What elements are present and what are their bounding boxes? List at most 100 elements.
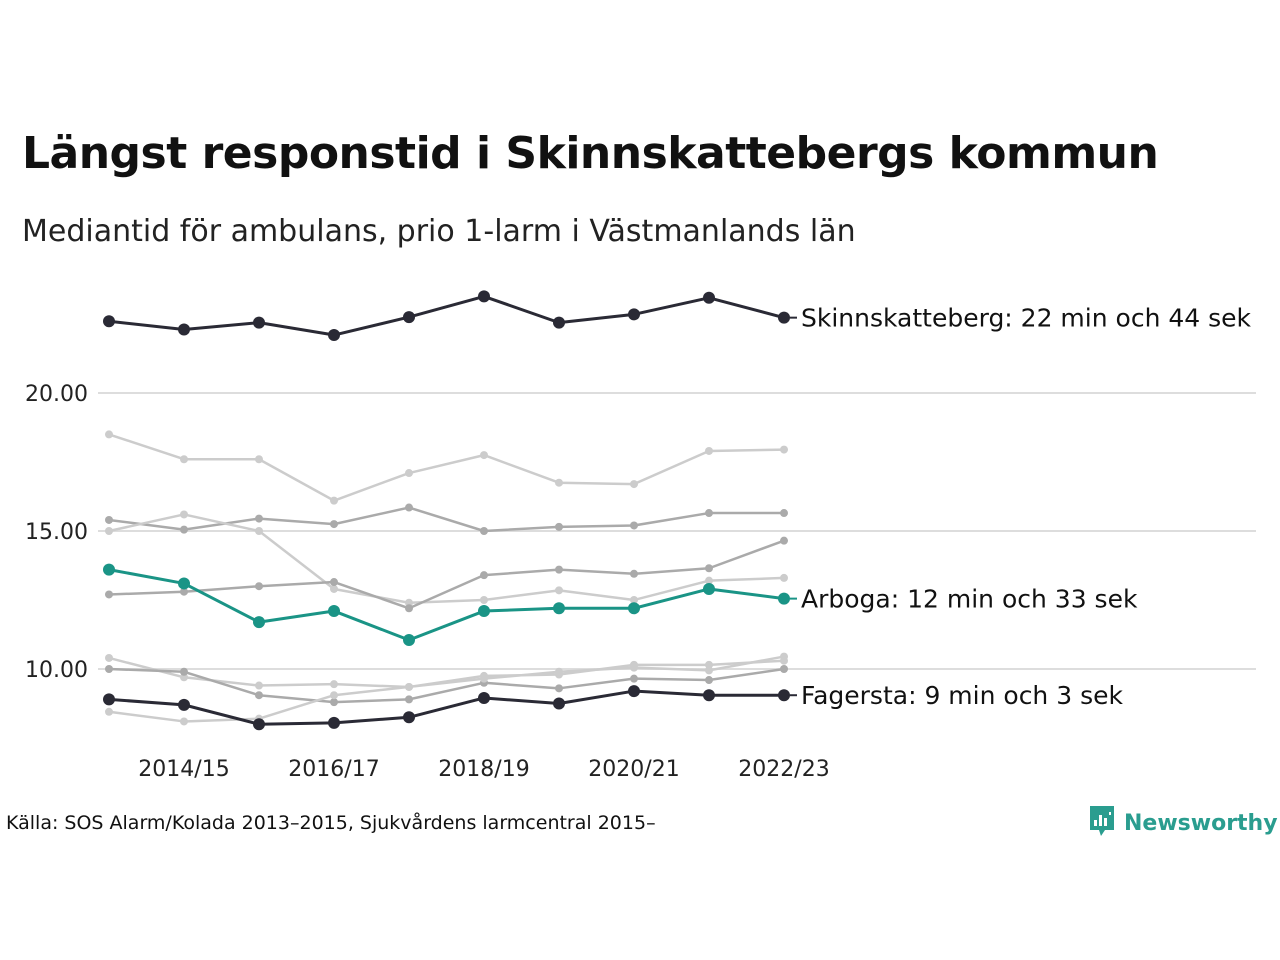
series-background xyxy=(105,430,788,505)
data-point xyxy=(180,673,188,682)
data-point xyxy=(178,577,190,590)
data-point xyxy=(103,563,115,576)
data-point xyxy=(553,316,565,329)
data-point xyxy=(478,605,490,618)
data-point xyxy=(405,503,413,512)
data-point xyxy=(255,681,263,690)
series-background xyxy=(105,536,788,613)
data-point xyxy=(778,311,790,324)
data-point xyxy=(480,451,488,460)
data-point xyxy=(630,569,638,578)
series-background xyxy=(105,510,788,607)
data-point xyxy=(330,691,338,700)
data-point xyxy=(405,604,413,613)
series-background xyxy=(105,652,788,726)
newsworthy-logo-icon xyxy=(1088,804,1116,842)
data-point xyxy=(180,510,188,519)
series-line xyxy=(108,539,785,610)
data-point xyxy=(253,718,265,731)
data-point xyxy=(328,716,340,729)
data-point xyxy=(780,652,788,661)
data-point xyxy=(705,509,713,518)
data-point xyxy=(405,469,413,478)
data-point xyxy=(328,605,340,618)
data-point xyxy=(555,586,563,595)
series-arboga xyxy=(103,563,790,647)
y-tick-label: 10.00 xyxy=(25,658,88,683)
series-line xyxy=(108,513,785,605)
data-point xyxy=(553,602,565,615)
data-point xyxy=(405,598,413,607)
x-tick-label: 2020/21 xyxy=(588,757,679,782)
chart-title: Längst responstid i Skinnskattebergs kom… xyxy=(22,128,1159,179)
data-point xyxy=(555,684,563,693)
chart-subtitle: Mediantid för ambulans, prio 1-larm i Vä… xyxy=(22,214,856,249)
data-point xyxy=(253,316,265,329)
data-point xyxy=(330,520,338,529)
series-line xyxy=(108,656,785,689)
data-point xyxy=(778,689,790,702)
data-point xyxy=(180,667,188,676)
data-point xyxy=(330,698,338,707)
data-point xyxy=(780,445,788,454)
data-point xyxy=(703,291,715,304)
data-point xyxy=(628,602,640,615)
data-point xyxy=(780,536,788,545)
data-point xyxy=(180,717,188,726)
data-point xyxy=(480,571,488,580)
series-fagersta xyxy=(103,685,790,731)
y-tick-label: 15.00 xyxy=(25,520,88,545)
series-background xyxy=(105,665,788,707)
series-background xyxy=(105,503,788,535)
data-point xyxy=(255,691,263,700)
y-tick-label: 20.00 xyxy=(25,382,88,407)
data-point xyxy=(255,527,263,535)
data-point xyxy=(705,564,713,573)
series-label: Fagersta: 9 min och 3 sek xyxy=(801,681,1123,710)
series-line xyxy=(108,433,785,502)
source-note: Källa: SOS Alarm/Kolada 2013–2015, Sjukv… xyxy=(6,812,656,834)
data-point xyxy=(555,565,563,574)
newsworthy-brand[interactable]: Newsworthy xyxy=(1088,804,1278,842)
data-point xyxy=(480,596,488,604)
data-point xyxy=(103,315,115,328)
data-point xyxy=(705,676,713,685)
x-tick-label: 2022/23 xyxy=(738,757,829,782)
data-point xyxy=(105,665,113,673)
data-point xyxy=(403,711,415,724)
data-point xyxy=(405,695,413,704)
data-point xyxy=(705,576,713,585)
series-line xyxy=(108,667,785,704)
data-point xyxy=(330,578,338,587)
data-point xyxy=(255,455,263,464)
data-point xyxy=(178,323,190,336)
data-point xyxy=(405,682,413,691)
data-point xyxy=(105,515,113,524)
data-point xyxy=(555,522,563,531)
data-point xyxy=(403,634,415,647)
data-point xyxy=(555,667,563,676)
data-point xyxy=(705,446,713,455)
data-point xyxy=(255,582,263,591)
data-point xyxy=(630,480,638,489)
series-label: Skinnskatteberg: 22 min och 44 sek xyxy=(801,304,1252,333)
data-point xyxy=(705,666,713,675)
data-point xyxy=(630,521,638,530)
series-line xyxy=(108,294,785,337)
data-point xyxy=(403,311,415,324)
x-tick-label: 2016/17 xyxy=(288,757,379,782)
data-point xyxy=(703,689,715,702)
data-point xyxy=(105,707,113,716)
data-point xyxy=(628,308,640,321)
data-point xyxy=(178,698,190,711)
data-point xyxy=(780,665,788,673)
series-line xyxy=(108,655,785,723)
data-point xyxy=(478,290,490,303)
data-point xyxy=(480,674,488,683)
data-point xyxy=(253,616,265,629)
data-point xyxy=(703,582,715,595)
data-point xyxy=(330,584,338,593)
data-point xyxy=(105,653,113,662)
data-point xyxy=(780,509,788,518)
data-point xyxy=(553,697,565,710)
